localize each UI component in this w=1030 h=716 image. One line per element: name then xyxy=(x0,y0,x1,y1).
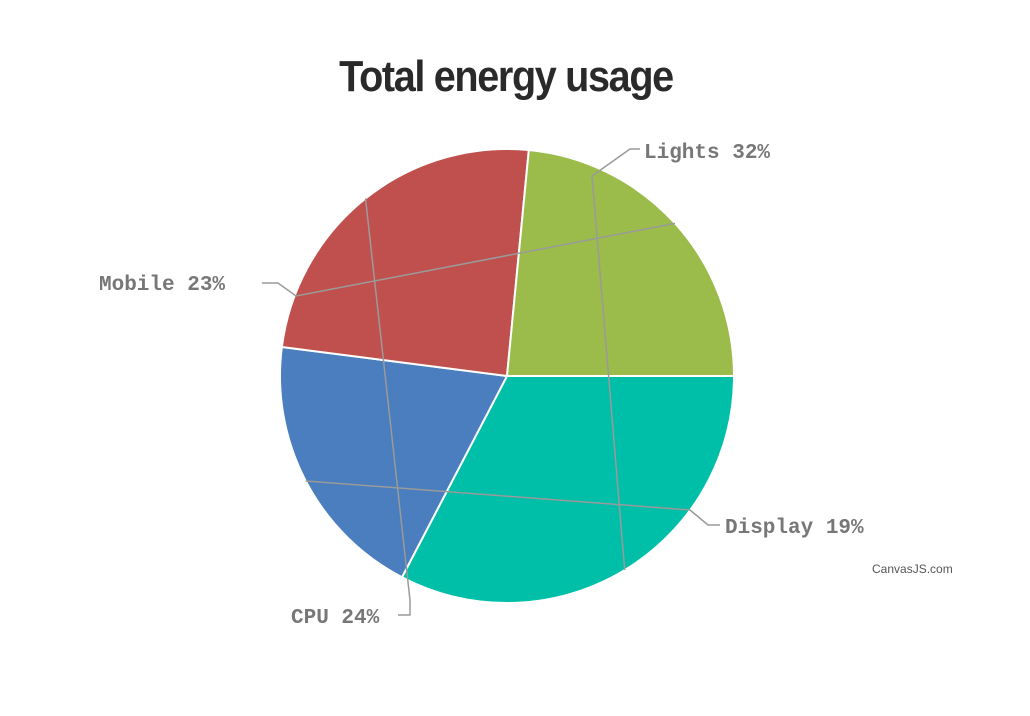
pie-labels: Lights 32% Display 19% CPU 24% Mobile 23% xyxy=(99,142,864,630)
leader-line-display xyxy=(305,480,720,526)
pie-slice-cpu[interactable] xyxy=(280,148,530,378)
leader-line-cpu xyxy=(364,198,411,616)
chart-title: Total energy usage xyxy=(339,52,674,101)
slice-label-display: Display 19% xyxy=(725,517,864,540)
pie-slices xyxy=(279,148,736,605)
slice-label-mobile: Mobile 23% xyxy=(99,274,225,297)
slice-label-cpu: CPU 24% xyxy=(291,607,380,630)
pie-slice-lights[interactable] xyxy=(400,375,736,605)
slice-label-lights: Lights 32% xyxy=(644,142,770,165)
credit-link[interactable]: CanvasJS.com xyxy=(872,562,953,576)
pie-slice-mobile[interactable] xyxy=(505,148,736,377)
leader-line-lights xyxy=(591,148,640,571)
leader-line-mobile xyxy=(262,222,676,297)
